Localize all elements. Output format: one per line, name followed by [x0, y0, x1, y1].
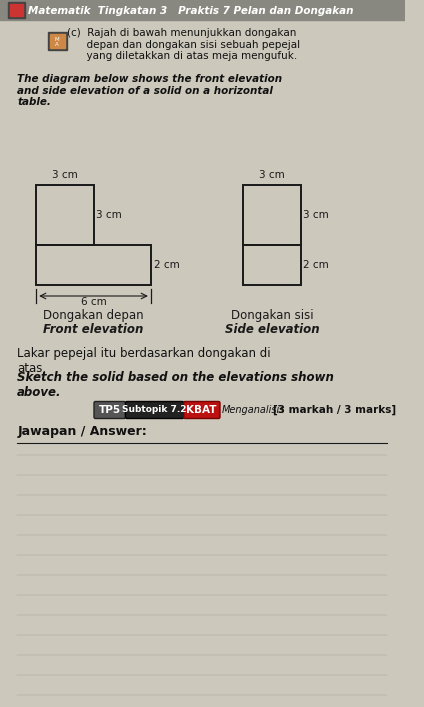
Bar [36, 245, 151, 285]
Bar [36, 185, 94, 245]
Bar [8, 2, 25, 18]
Text: 2 cm: 2 cm [153, 260, 179, 270]
Bar [0, 0, 404, 20]
Text: Subtopik 7.2: Subtopik 7.2 [123, 406, 187, 414]
Text: Dongakan depan: Dongakan depan [43, 309, 144, 322]
Text: Matematik  Tingkatan 3   Praktis 7 Pelan dan Dongakan: Matematik Tingkatan 3 Praktis 7 Pelan da… [28, 6, 353, 16]
Bar [48, 32, 67, 50]
Text: 3 cm: 3 cm [52, 170, 78, 180]
Bar [243, 185, 301, 245]
Text: Dongakan sisi: Dongakan sisi [231, 309, 313, 322]
Text: Front elevation: Front elevation [43, 323, 144, 336]
Bar [10, 4, 23, 16]
Text: KBAT: KBAT [186, 405, 217, 415]
FancyBboxPatch shape [184, 402, 220, 419]
Text: 6 cm: 6 cm [81, 297, 106, 307]
Text: Sketch the solid based on the elevations shown
above.: Sketch the solid based on the elevations… [17, 371, 334, 399]
Text: [3 markah / 3 marks]: [3 markah / 3 marks] [273, 405, 396, 415]
Text: Jawapan / Answer:: Jawapan / Answer: [17, 425, 147, 438]
Text: Lakar pepejal itu berdasarkan dongakan di
atas.: Lakar pepejal itu berdasarkan dongakan d… [17, 347, 271, 375]
FancyBboxPatch shape [126, 402, 184, 419]
Text: Menganalisis: Menganalisis [221, 405, 285, 415]
FancyBboxPatch shape [94, 402, 126, 419]
Bar [243, 245, 301, 285]
Text: 3 cm: 3 cm [259, 170, 285, 180]
Text: The diagram below shows the front elevation
and side elevation of a solid on a h: The diagram below shows the front elevat… [17, 74, 282, 107]
Text: M
A: M A [55, 37, 59, 47]
Text: 3 cm: 3 cm [304, 210, 329, 220]
Text: 2 cm: 2 cm [304, 260, 329, 270]
Text: 3 cm: 3 cm [96, 210, 122, 220]
Text: Side elevation: Side elevation [225, 323, 319, 336]
Bar [50, 34, 65, 48]
Text: TP5: TP5 [99, 405, 121, 415]
Text: (c)  Rajah di bawah menunjukkan dongakan
      depan dan dongakan sisi sebuah pe: (c) Rajah di bawah menunjukkan dongakan … [67, 28, 300, 62]
